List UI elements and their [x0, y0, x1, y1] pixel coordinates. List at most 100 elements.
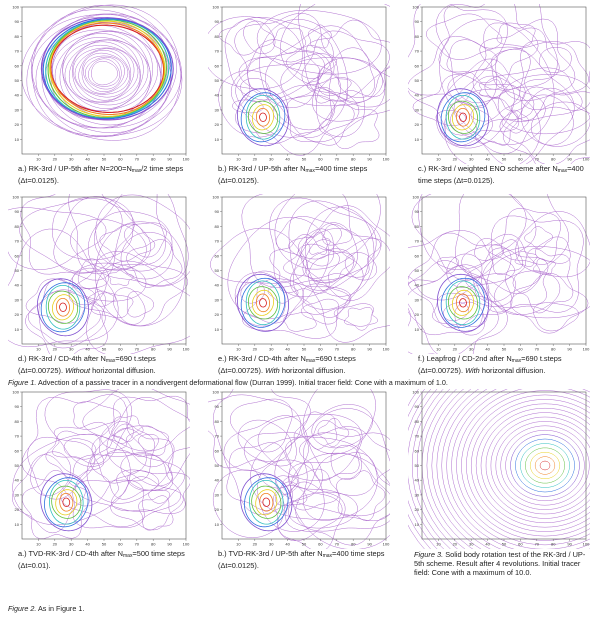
caption-part: Without [65, 366, 90, 375]
x-tick-label: 100 [183, 542, 190, 547]
contour [456, 108, 469, 126]
y-tick-label: 40 [15, 283, 20, 288]
plot-frame [222, 7, 386, 154]
panel-caption: b.) RK-3rd / UP-5th after Nmax=400 time … [218, 164, 390, 185]
x-tick-label: 100 [383, 157, 390, 162]
x-tick-label: 30 [269, 542, 274, 547]
caption-part: With [265, 366, 280, 375]
contour [535, 457, 555, 475]
caption-part: max [512, 358, 521, 364]
y-tick-label: 40 [215, 283, 220, 288]
x-tick-label: 50 [102, 347, 107, 352]
contour [516, 439, 575, 492]
x-tick-label: 10 [36, 157, 41, 162]
contour [408, 265, 508, 354]
x-tick-label: 40 [85, 542, 90, 547]
contour [60, 34, 151, 111]
x-tick-label: 100 [383, 347, 390, 352]
y-tick-label: 50 [15, 268, 20, 273]
contours [408, 389, 590, 549]
contour [506, 430, 585, 501]
contour [525, 448, 564, 483]
contour [64, 439, 96, 460]
x-tick-label: 10 [436, 542, 441, 547]
y-tick-label: 30 [15, 107, 20, 112]
y-tick-label: 10 [415, 327, 420, 332]
contour [138, 434, 158, 450]
caption-part: max [323, 553, 332, 559]
y-tick-label: 50 [215, 463, 220, 468]
y-tick-label: 20 [15, 312, 20, 317]
contour [126, 426, 168, 457]
panel: 1010202030304040505060607070808090901001… [408, 4, 590, 185]
y-tick-label: 10 [15, 327, 20, 332]
contour [41, 18, 173, 120]
x-tick-label: 90 [567, 542, 572, 547]
contour [296, 454, 390, 532]
x-tick-label: 30 [269, 347, 274, 352]
y-tick-label: 20 [415, 312, 420, 317]
x-tick-label: 100 [583, 542, 590, 547]
contour [288, 492, 357, 528]
y-tick-label: 30 [215, 297, 220, 302]
x-tick-label: 70 [135, 347, 140, 352]
panel: 1010202030304040505060607070808090901001… [8, 194, 190, 375]
caption-part: a.) RK-3rd / UP-5th after N=200=N [18, 164, 132, 173]
x-tick-label: 90 [367, 542, 372, 547]
contour [79, 50, 130, 94]
contour [503, 87, 590, 164]
x-tick-label: 40 [85, 157, 90, 162]
y-tick-label: 40 [215, 478, 220, 483]
y-tick-label: 100 [412, 195, 419, 200]
x-tick-label: 60 [318, 157, 323, 162]
contour [530, 452, 560, 478]
x-tick-label: 60 [318, 542, 323, 547]
figure-caption: Figure 3. Solid body rotation test of th… [414, 550, 589, 577]
x-tick-label: 40 [285, 542, 290, 547]
contour [49, 480, 83, 524]
y-tick-label: 20 [15, 507, 20, 512]
contour [473, 19, 575, 121]
contour [306, 20, 390, 97]
contour [244, 478, 288, 527]
y-tick-label: 30 [415, 492, 420, 497]
x-tick-label: 30 [469, 347, 474, 352]
contour-plot: 1010202030304040505060607070808090901001… [408, 389, 590, 549]
contours [12, 389, 190, 539]
contour-plot: 1010202030304040505060607070808090901001… [208, 194, 390, 354]
contour [260, 299, 267, 308]
x-tick-label: 20 [53, 157, 58, 162]
x-tick-label: 60 [118, 542, 123, 547]
x-tick-label: 20 [253, 542, 258, 547]
contour-plot: 1010202030304040505060607070808090901001… [8, 389, 190, 549]
contour [306, 207, 374, 297]
contour [85, 57, 121, 89]
plot-frame [22, 197, 186, 344]
y-tick-label: 30 [215, 492, 220, 497]
panel-caption: b.) TVD-RK-3rd / UP-5th after Nmax=400 t… [218, 549, 390, 570]
x-tick-label: 50 [302, 542, 307, 547]
y-tick-label: 90 [415, 209, 420, 214]
contour [44, 478, 88, 527]
contour [284, 312, 317, 331]
y-tick-label: 60 [15, 253, 20, 258]
y-tick-label: 20 [215, 312, 220, 317]
contour-plot: 1010202030304040505060607070808090901001… [408, 4, 590, 164]
contour [408, 233, 512, 328]
y-tick-label: 100 [12, 5, 19, 10]
contour [481, 408, 590, 523]
y-tick-label: 10 [15, 522, 20, 527]
contour-plot: 1010202030304040505060607070808090901001… [208, 389, 390, 549]
y-tick-label: 30 [415, 107, 420, 112]
figure-caption: Figure 1. Advection of a passive tracer … [8, 378, 448, 387]
contour [426, 14, 502, 60]
panel-caption: f.) Leapfrog / CD-2nd after Nmax=690 t.s… [418, 354, 590, 375]
x-tick-label: 20 [253, 157, 258, 162]
x-tick-label: 10 [436, 347, 441, 352]
contours [208, 4, 390, 155]
x-tick-label: 10 [436, 157, 441, 162]
y-tick-label: 60 [215, 63, 220, 68]
y-tick-label: 70 [15, 239, 20, 244]
caption-part: c.) RK-3rd / weighted ENO scheme after N [418, 164, 558, 173]
contour [500, 88, 590, 164]
